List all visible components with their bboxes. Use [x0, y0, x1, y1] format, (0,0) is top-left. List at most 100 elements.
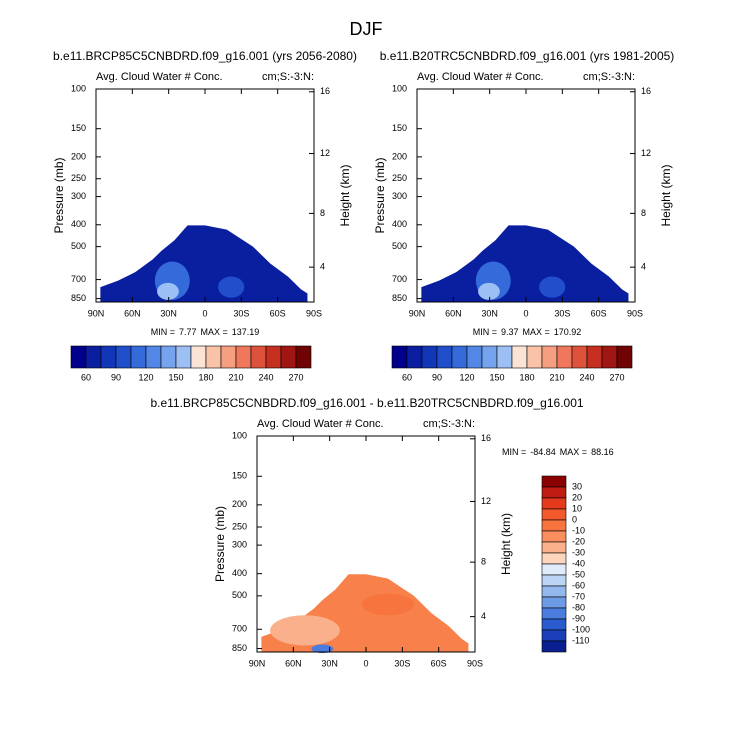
left-string: Avg. Cloud Water # Conc. — [96, 71, 223, 83]
colorbar-label: -20 — [572, 536, 585, 546]
y2-tick-label: 12 — [320, 148, 330, 158]
y2-tick-label: 8 — [320, 208, 325, 218]
x-tick-label: 0 — [523, 308, 528, 318]
x-tick-label: 30S — [394, 658, 410, 668]
y-tick-label: 200 — [232, 499, 247, 509]
y-tick-label: 850 — [71, 293, 86, 303]
colorbar-box — [190, 345, 207, 369]
y2-tick-label: 8 — [481, 557, 486, 567]
colorbar-label: -100 — [572, 624, 590, 634]
right-string: cm;S:-3:N: — [423, 418, 475, 430]
y2-tick-label: 16 — [641, 86, 651, 96]
min-max: MIN = -84.84 MAX = 88.16 — [502, 447, 614, 457]
colorbar-box — [556, 345, 573, 369]
y2-axis-label: Height (km) — [659, 164, 673, 226]
y2-tick-label: 4 — [320, 262, 325, 272]
contour-field — [421, 225, 629, 302]
colorbar-label: 270 — [609, 372, 624, 382]
colorbar-box — [406, 345, 423, 369]
y2-tick-label: 4 — [641, 262, 646, 272]
colorbar-box — [541, 596, 567, 609]
colorbar-box — [586, 345, 603, 369]
y-tick-label: 200 — [71, 151, 86, 161]
colorbar-label: 210 — [228, 372, 243, 382]
colorbar-box — [601, 345, 618, 369]
min-max-part: 7.77 — [179, 327, 197, 337]
y-tick-label: 500 — [232, 590, 247, 600]
min-max: MIN = 9.37 MAX = 170.92 — [473, 327, 582, 337]
colorbar-box — [541, 486, 567, 499]
colorbar-label: 0 — [572, 514, 577, 524]
contour-patch — [218, 276, 245, 298]
y-tick-label: 850 — [232, 643, 247, 653]
x-tick-label: 60S — [270, 308, 286, 318]
colorbar-label: 150 — [168, 372, 183, 382]
x-tick-label: 30N — [481, 308, 498, 318]
colorbar-label: 120 — [138, 372, 153, 382]
colorbar-label: 60 — [81, 372, 91, 382]
colorbar-label: 120 — [459, 372, 474, 382]
x-tick-label: 90S — [467, 658, 483, 668]
y-tick-label: 200 — [392, 151, 407, 161]
colorbar-box — [391, 345, 408, 369]
y-tick-label: 100 — [392, 83, 407, 93]
contour-patch — [361, 593, 414, 616]
colorbar-label: -40 — [572, 558, 585, 568]
colorbar-box — [541, 345, 558, 369]
min-max-part: -84.84 — [530, 447, 556, 457]
colorbar-label: -10 — [572, 525, 585, 535]
y-tick-label: 700 — [232, 624, 247, 634]
colorbar-box — [100, 345, 117, 369]
colorbar-box — [541, 497, 567, 510]
colorbar-box — [541, 629, 567, 642]
colorbar-label: 30 — [572, 481, 582, 491]
y2-tick-label: 8 — [641, 208, 646, 218]
colorbar-label: 270 — [288, 372, 303, 382]
y-axis-label: Pressure (mb) — [373, 157, 387, 233]
min-max-part: MIN = — [502, 447, 526, 457]
y-tick-label: 500 — [71, 241, 86, 251]
y-tick-label: 250 — [71, 173, 86, 183]
colorbar-label: 150 — [489, 372, 504, 382]
x-tick-label: 60S — [591, 308, 607, 318]
x-tick-label: 60N — [124, 308, 141, 318]
y-tick-label: 100 — [71, 83, 86, 93]
colorbar-label: -110 — [572, 635, 589, 645]
colorbar-label: 60 — [402, 372, 412, 382]
colorbar-box — [451, 345, 468, 369]
x-tick-label: 90S — [627, 308, 643, 318]
y-tick-label: 850 — [392, 293, 407, 303]
x-tick-label: 90N — [249, 658, 266, 668]
min-max-part: MIN = — [473, 327, 497, 337]
colorbar-box — [220, 345, 237, 369]
y-tick-label: 700 — [392, 274, 407, 284]
contour-patch — [157, 282, 179, 300]
colorbar-label: 90 — [111, 372, 121, 382]
x-tick-label: 30N — [160, 308, 177, 318]
colorbar-label: 180 — [198, 372, 213, 382]
y2-axis-label: Height (km) — [338, 164, 352, 226]
panel-title: b.e11.BRCP85C5CNBDRD.f09_g16.001 (yrs 20… — [53, 49, 357, 63]
right-string: cm;S:-3:N: — [262, 71, 314, 83]
colorbar-box — [571, 345, 588, 369]
contour-patch — [270, 615, 340, 646]
colorbar-box — [616, 345, 633, 369]
y-tick-label: 300 — [392, 191, 407, 201]
colorbar-label: 240 — [579, 372, 594, 382]
y-tick-label: 150 — [71, 123, 86, 133]
colorbar-box — [526, 345, 543, 369]
min-max-part: 170.92 — [554, 327, 582, 337]
colorbar-box — [295, 345, 312, 369]
colorbar-label: 240 — [258, 372, 273, 382]
y-tick-label: 250 — [232, 521, 247, 531]
x-tick-label: 60N — [285, 658, 302, 668]
colorbar-box — [541, 519, 567, 532]
y-tick-label: 100 — [232, 430, 247, 440]
colorbar-label: -90 — [572, 613, 585, 623]
min-max-part: MIN = — [151, 327, 175, 337]
colorbar-box — [541, 541, 567, 554]
left-string: Avg. Cloud Water # Conc. — [417, 71, 544, 83]
right-string: cm;S:-3:N: — [583, 71, 635, 83]
colorbar-box — [541, 530, 567, 543]
